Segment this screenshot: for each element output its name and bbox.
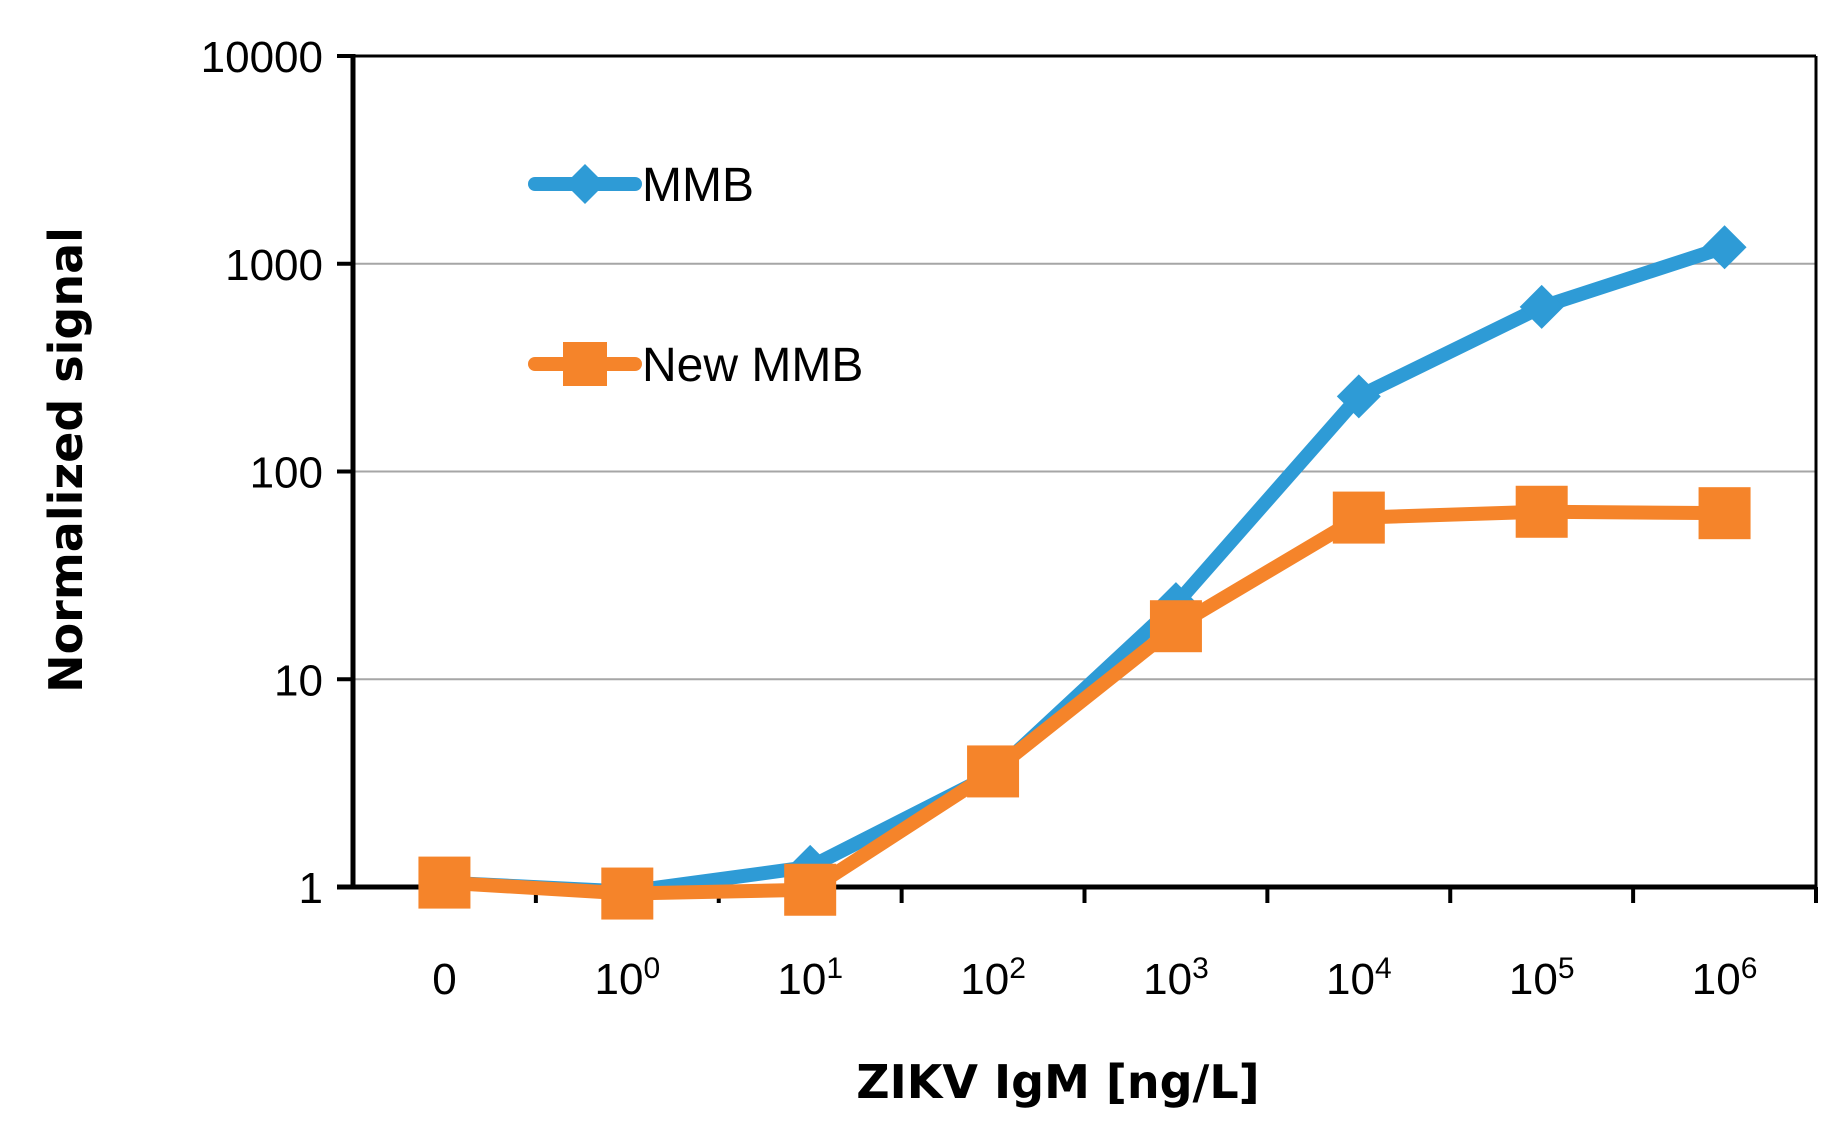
gridlines — [353, 54, 1816, 681]
data-point-new-mmb — [1698, 487, 1751, 540]
data-point-new-mmb — [784, 863, 837, 916]
series-line-new-mmb — [437, 504, 1732, 901]
data-point-mmb — [1702, 225, 1747, 270]
y-tick-label: 10 — [274, 656, 323, 705]
x-tick-label: 100 — [594, 952, 660, 1004]
x-tick-label: 104 — [1326, 952, 1392, 1004]
data-point-mmb — [1519, 284, 1564, 329]
y-tick-label: 1 — [299, 864, 323, 913]
legend-marker-diamond — [565, 164, 605, 204]
y-axis-title: Normalized signal — [39, 227, 93, 693]
legend: MMB New MMB — [528, 159, 863, 392]
data-point-new-mmb — [1515, 485, 1568, 538]
series — [418, 225, 1751, 920]
legend-label: New MMB — [642, 339, 863, 392]
x-tick-label: 102 — [960, 952, 1026, 1004]
x-axis-title: ZIKV IgM [ng/L] — [856, 1055, 1259, 1109]
y-tick-label: 1000 — [225, 241, 323, 290]
data-point-mmb — [1336, 374, 1381, 419]
data-point-new-mmb — [1332, 491, 1385, 544]
data-point-new-mmb — [967, 745, 1020, 798]
data-point-new-mmb — [601, 867, 654, 920]
y-tick-label: 10000 — [201, 33, 323, 82]
x-tick-label: 106 — [1692, 952, 1758, 1004]
data-point-new-mmb — [418, 856, 471, 909]
x-tick-label: 105 — [1509, 952, 1575, 1004]
x-tick-labels: 0 100 101 102 103 104 105 106 — [432, 952, 1757, 1004]
x-tick-label: 0 — [432, 955, 456, 1004]
data-point-new-mmb — [1149, 600, 1202, 653]
series-line-mmb — [437, 240, 1732, 899]
x-tick-label: 101 — [777, 952, 843, 1004]
y-tick-label: 100 — [250, 449, 323, 498]
legend-label: MMB — [642, 159, 754, 212]
x-tick-label: 103 — [1143, 952, 1209, 1004]
legend-marker-square — [563, 342, 607, 386]
y-tick-labels: 1 10 100 1000 10000 — [201, 33, 323, 913]
